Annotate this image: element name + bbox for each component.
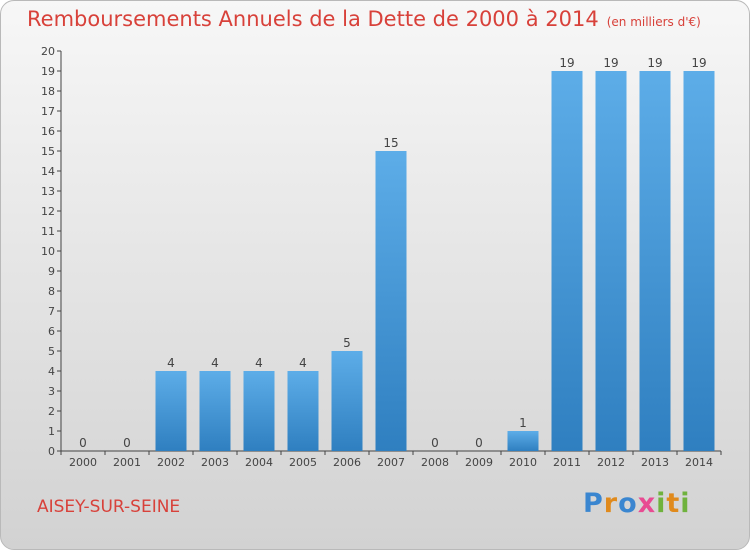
x-tick-label: 2011 xyxy=(553,456,581,469)
chart-unit: (en milliers d'€) xyxy=(606,15,701,29)
bar xyxy=(199,371,231,451)
x-tick-label: 2000 xyxy=(69,456,97,469)
x-tick-label: 2013 xyxy=(641,456,669,469)
x-tick-label: 2001 xyxy=(113,456,141,469)
x-tick-label: 2003 xyxy=(201,456,229,469)
y-tick-label: 10 xyxy=(41,245,55,258)
x-tick-label: 2005 xyxy=(289,456,317,469)
y-tick-label: 19 xyxy=(41,65,55,78)
y-tick-label: 9 xyxy=(48,265,55,278)
bar-value-label: 19 xyxy=(559,56,574,70)
x-tick-label: 2012 xyxy=(597,456,625,469)
bar xyxy=(639,71,671,451)
bar-value-label: 15 xyxy=(383,136,398,150)
bar xyxy=(595,71,627,451)
chart-title: Remboursements Annuels de la Dette de 20… xyxy=(27,7,701,31)
bar-value-label: 0 xyxy=(79,436,87,450)
y-tick-label: 1 xyxy=(48,425,55,438)
bar xyxy=(287,371,319,451)
chart-title-text: Remboursements Annuels de la Dette de 20… xyxy=(27,7,599,31)
bar xyxy=(683,71,715,451)
town-name: AISEY-SUR-SEINE xyxy=(37,497,181,517)
x-tick-label: 2014 xyxy=(685,456,713,469)
bar-value-label: 4 xyxy=(211,356,219,370)
y-tick-label: 6 xyxy=(48,325,55,338)
bar-value-label: 19 xyxy=(603,56,618,70)
x-tick-label: 2009 xyxy=(465,456,493,469)
bar xyxy=(375,151,407,451)
bar xyxy=(243,371,275,451)
bar-value-label: 19 xyxy=(647,56,662,70)
bar-value-label: 0 xyxy=(475,436,483,450)
x-tick-label: 2004 xyxy=(245,456,273,469)
bar xyxy=(331,351,363,451)
y-tick-label: 17 xyxy=(41,105,55,118)
x-tick-label: 2007 xyxy=(377,456,405,469)
x-tick-label: 2010 xyxy=(509,456,537,469)
bar-value-label: 0 xyxy=(431,436,439,450)
chart-bars xyxy=(155,71,715,451)
x-tick-label: 2008 xyxy=(421,456,449,469)
x-tick-label: 2002 xyxy=(157,456,185,469)
proxiti-logo[interactable]: Proxiti xyxy=(583,488,691,519)
bar xyxy=(155,371,187,451)
y-tick-label: 16 xyxy=(41,125,55,138)
y-tick-label: 2 xyxy=(48,405,55,418)
y-tick-label: 18 xyxy=(41,85,55,98)
y-tick-label: 13 xyxy=(41,185,55,198)
bar-value-label: 4 xyxy=(255,356,263,370)
y-tick-label: 20 xyxy=(41,45,55,58)
bar-value-label: 19 xyxy=(691,56,706,70)
y-tick-label: 0 xyxy=(48,445,55,458)
chart-labels: 0 2000 0 2001 4 2002 4 2003 4 2004 4 2005 5 2006 15 200… xyxy=(69,56,713,469)
y-tick-label: 12 xyxy=(41,205,55,218)
bar xyxy=(551,71,583,451)
y-tick-label: 11 xyxy=(41,225,55,238)
bar xyxy=(507,431,539,451)
bar-value-label: 5 xyxy=(343,336,351,350)
y-tick-label: 3 xyxy=(48,385,55,398)
y-tick-label: 7 xyxy=(48,305,55,318)
x-tick-label: 2006 xyxy=(333,456,361,469)
bar-value-label: 1 xyxy=(519,416,527,430)
bar-value-label: 0 xyxy=(123,436,131,450)
bar-value-label: 4 xyxy=(167,356,175,370)
y-tick-label: 14 xyxy=(41,165,55,178)
y-tick-label: 15 xyxy=(41,145,55,158)
y-tick-label: 4 xyxy=(48,365,55,378)
y-tick-label: 5 xyxy=(48,345,55,358)
y-tick-label: 8 xyxy=(48,285,55,298)
bar-value-label: 4 xyxy=(299,356,307,370)
